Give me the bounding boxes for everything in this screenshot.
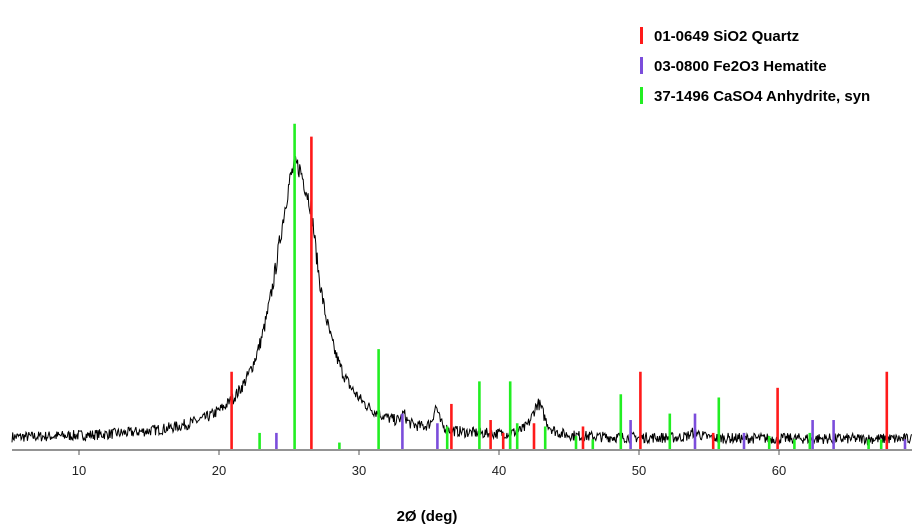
pattern-line (11, 156, 912, 446)
x-axis-ticks: 10 20 30 40 50 60 (72, 450, 786, 478)
x-tick-label-20: 20 (212, 463, 226, 478)
legend-label-2: 37-1496 CaSO4 Anhydrite, syn (654, 88, 870, 105)
x-tick-label-60: 60 (772, 463, 786, 478)
legend: 01-0649 SiO2 Quartz 03-0800 Fe2O3 Hematit… (640, 27, 870, 105)
reference-sticks (230, 123, 907, 449)
x-tick-label-10: 10 (72, 463, 86, 478)
legend-label-0: 01-0649 SiO2 Quartz (654, 28, 799, 45)
legend-swatch-0 (640, 27, 643, 44)
diffraction-pattern (11, 156, 912, 446)
x-axis-title: 2Ø (deg) (397, 508, 458, 525)
legend-swatch-2 (640, 87, 643, 104)
x-tick-label-30: 30 (352, 463, 366, 478)
legend-swatch-1 (640, 57, 643, 74)
x-tick-label-40: 40 (492, 463, 506, 478)
x-tick-label-50: 50 (632, 463, 646, 478)
legend-label-1: 03-0800 Fe2O3 Hematite (654, 58, 827, 75)
